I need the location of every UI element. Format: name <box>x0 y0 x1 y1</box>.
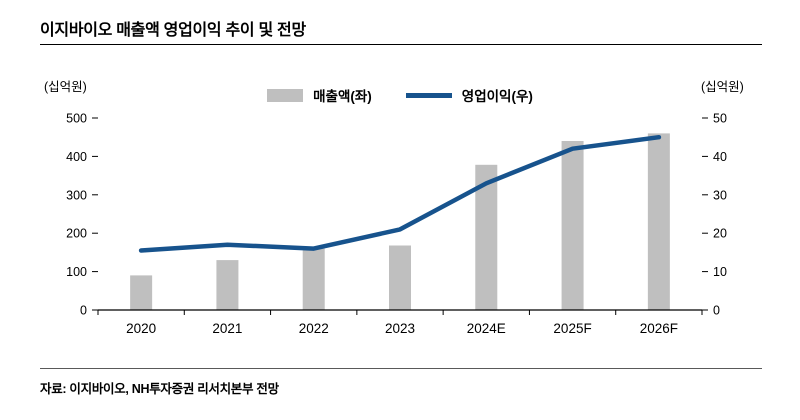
x-axis-category-label: 2023 <box>385 321 415 336</box>
left-axis-tick-label: 0 <box>80 304 87 318</box>
legend-item-operating-profit: 영업이익(우) <box>405 85 533 105</box>
left-axis-tick-label: 200 <box>66 227 87 241</box>
left-axis-tick-label: 100 <box>66 265 87 279</box>
chart-legend: 매출액(좌) 영업이익(우) <box>0 85 800 105</box>
legend-label-operating-profit: 영업이익(우) <box>461 89 533 104</box>
revenue-bar <box>647 133 670 310</box>
revenue-bar <box>216 260 239 310</box>
x-axis-category-label: 2022 <box>299 321 329 336</box>
right-axis-tick-label: 20 <box>713 227 727 241</box>
title-divider <box>40 44 762 45</box>
left-axis-tick-label: 400 <box>66 150 87 164</box>
revenue-bar-swatch-icon <box>267 88 304 102</box>
operating-profit-line <box>138 134 662 253</box>
chart-plot-area: 0 100 200 300 400 500 0 10 20 30 40 50 2020 2021 2022 2… <box>66 112 727 337</box>
operating-profit-line-swatch-icon <box>405 92 452 98</box>
x-axis-category-label: 2025F <box>553 321 591 336</box>
left-axis-tick-label: 500 <box>66 112 87 126</box>
right-axis-tick-label: 30 <box>713 188 727 202</box>
source-note: 자료: 이지바이오, NH투자증권 리서치본부 전망 <box>40 382 279 396</box>
right-axis-tick-label: 0 <box>713 304 720 318</box>
x-axis-category-label: 2026F <box>640 321 678 336</box>
left-axis-unit-label: (십억원) <box>44 80 87 94</box>
left-axis-tick-label: 300 <box>66 188 87 202</box>
right-axis-tick-label: 50 <box>713 112 727 126</box>
legend-item-revenue: 매출액(좌) <box>267 85 372 105</box>
x-axis-category-label: 2020 <box>126 321 156 336</box>
revenue-bar <box>561 141 584 310</box>
right-axis-tick-label: 10 <box>713 265 727 279</box>
right-axis-tick-label: 40 <box>713 150 727 164</box>
footer-divider <box>40 368 762 369</box>
right-axis-unit-label: (십억원) <box>701 80 744 94</box>
chart-title: 이지바이오 매출액 영업이익 추이 및 전망 <box>40 22 306 39</box>
revenue-bar <box>475 164 498 310</box>
revenue-bar <box>130 275 153 310</box>
legend-label-revenue: 매출액(좌) <box>313 89 372 104</box>
revenue-bar <box>389 245 411 310</box>
revenue-bar <box>302 248 325 310</box>
x-axis-category-label: 2021 <box>212 321 242 336</box>
x-axis-category-label: 2024E <box>467 321 506 336</box>
